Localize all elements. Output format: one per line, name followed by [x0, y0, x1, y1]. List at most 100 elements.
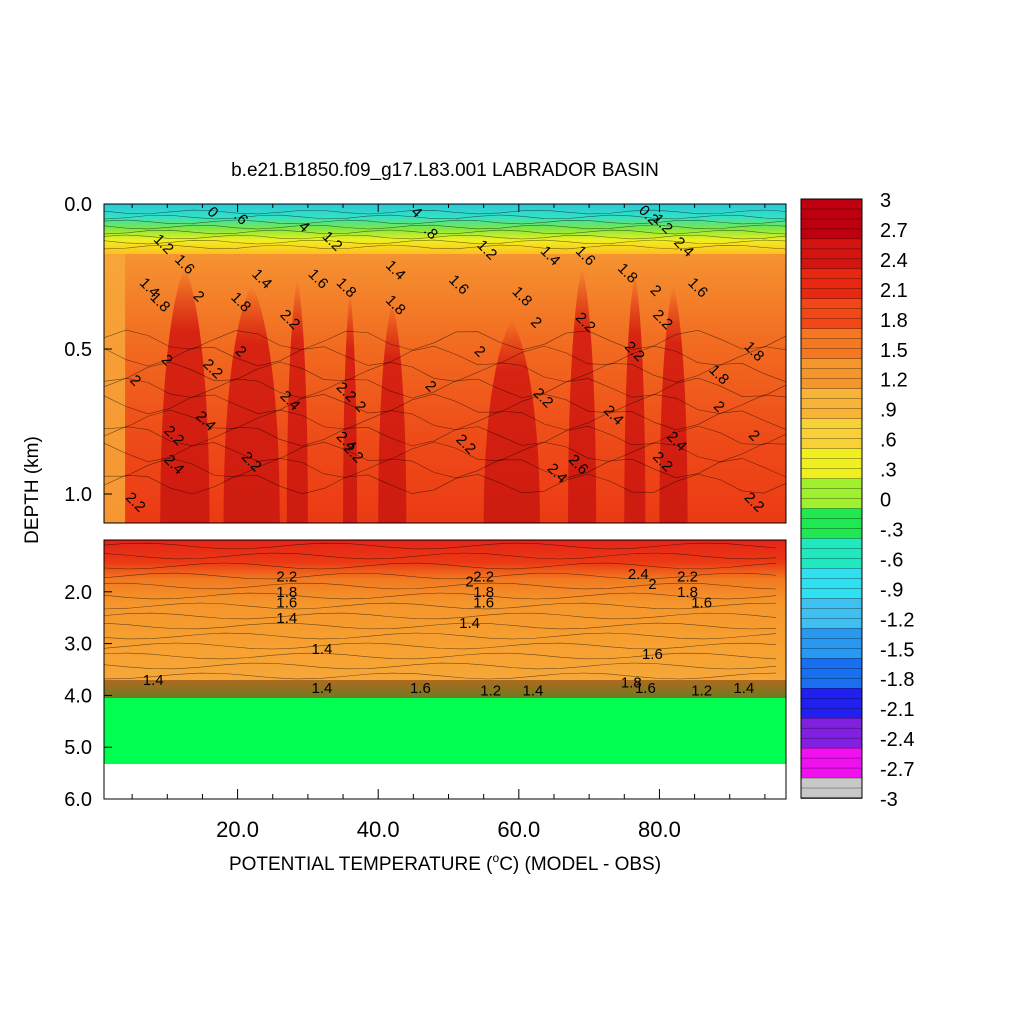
colorbar-label: 1.2 — [880, 370, 908, 392]
contour-label: 2.2 — [473, 568, 494, 585]
colorbar-frame — [800, 198, 863, 799]
colorbar-swatch — [800, 258, 863, 270]
contour-label: 1.2 — [691, 682, 712, 699]
colorbar-swatch — [800, 358, 863, 370]
contour-label: 1.2 — [480, 682, 501, 699]
contour-line — [104, 632, 777, 640]
colorbar-label: 2.1 — [880, 280, 908, 302]
contour-line — [104, 672, 777, 680]
colorbar-label: -.3 — [880, 519, 903, 541]
x-axis-label-part1: POTENTIAL TEMPERATURE ( — [229, 854, 493, 875]
contour-line — [104, 329, 786, 351]
y-tick-label: 0.5 — [64, 339, 92, 361]
colorbar-swatch — [800, 757, 863, 769]
lower-panel: 2.21.81.61.41.41.4 1.4 1.62.221.81.61.41.2… — [104, 540, 786, 800]
contour-label: 1.4 — [143, 672, 164, 689]
colorbar-swatch — [800, 298, 863, 310]
colorbar-swatch — [800, 458, 863, 470]
contour-line — [104, 441, 786, 463]
colorbar-swatch — [800, 708, 863, 719]
colorbar-swatch — [800, 598, 863, 610]
left-edge-band — [104, 244, 126, 523]
colorbar-swatch — [800, 468, 863, 480]
colorbar-swatch — [800, 278, 863, 290]
contour-line — [104, 393, 786, 415]
y-tick-label: 1.0 — [64, 484, 92, 506]
contour-line — [104, 409, 786, 431]
y-tick-label: 3.0 — [64, 634, 92, 656]
warm-plume — [223, 285, 280, 523]
colorbar-swatch — [800, 318, 863, 330]
colorbar-label: -1.8 — [880, 669, 914, 691]
no-data-region — [104, 764, 786, 800]
colorbar-swatch — [800, 737, 863, 749]
colorbar-swatch — [800, 568, 863, 580]
colorbar-swatch — [800, 448, 863, 460]
colorbar-label: -.9 — [880, 579, 903, 601]
warm-plume — [160, 267, 210, 523]
contour-label: 2.2 — [677, 568, 698, 585]
colorbar-swatch — [800, 688, 863, 699]
colorbar-label: -1.2 — [880, 609, 914, 631]
colorbar-swatch — [800, 698, 863, 709]
lower-panel-frame — [103, 539, 787, 800]
colorbar-swatch — [800, 638, 863, 649]
colorbar-swatch — [800, 378, 863, 390]
contour-line — [104, 572, 777, 580]
lower-contour-labels: 2.21.81.61.41.41.4 1.4 1.62.221.81.61.41.2… — [143, 566, 754, 700]
x-axis-label-part2: C) (MODEL - OBS) — [499, 854, 661, 875]
contour-line — [104, 361, 786, 383]
contour-label: 1.4 — [312, 641, 333, 658]
colorbar-swatch — [800, 658, 863, 669]
colorbar-label: 2.4 — [880, 250, 908, 272]
colorbar-swatch — [800, 498, 863, 510]
warm-plume — [483, 320, 540, 523]
colorbar-swatch — [800, 727, 863, 739]
colorbar-swatch — [800, 218, 863, 230]
colorbar-swatch — [800, 608, 863, 620]
contour-label: 1.6 — [691, 594, 712, 611]
lower-contours — [104, 542, 777, 680]
colorbar-swatch — [800, 478, 863, 490]
contour-label: 1.6 — [410, 680, 431, 697]
colorbar-swatch — [800, 338, 863, 350]
contour-label: 1.6 — [473, 594, 494, 611]
colorbar-label: 1.5 — [880, 340, 908, 362]
colorbar-label: 1.8 — [880, 310, 908, 332]
colorbar-label: -1.5 — [880, 639, 914, 661]
colorbar-swatch — [800, 208, 863, 220]
contour-label: 1.6 — [635, 680, 656, 697]
contour-label: 1.6 — [276, 594, 297, 611]
contour-line — [104, 582, 777, 590]
contour-label: 1.4 — [459, 615, 480, 632]
contour-label: 1.4 — [276, 610, 297, 627]
contour-label: 2.2 — [276, 568, 297, 585]
contour-line — [104, 377, 786, 399]
colorbar-label: -2.4 — [880, 729, 914, 751]
colorbar-swatch — [800, 198, 863, 210]
lower-panel-base — [104, 540, 786, 680]
contour-line — [104, 229, 786, 235]
colorbar-swatch — [800, 528, 863, 540]
contour-line — [104, 662, 777, 670]
contour-label: 1.8 — [621, 675, 642, 692]
colorbar-swatch — [800, 368, 863, 380]
colorbar-swatch — [800, 438, 863, 450]
colorbar-label: 3 — [880, 190, 891, 212]
contour-label: 1.6 — [642, 646, 663, 663]
colorbar-swatch — [800, 508, 863, 520]
surface-layer — [104, 204, 786, 254]
contour-line — [104, 214, 786, 220]
colorbar-swatch — [800, 558, 863, 570]
colorbar-swatch — [800, 747, 863, 759]
contour-line — [104, 652, 777, 660]
colorbar-swatch — [800, 288, 863, 300]
warm-plume — [624, 273, 646, 523]
colorbar-swatch — [800, 628, 863, 640]
contour-line — [104, 592, 777, 600]
colorbar-label: .3 — [880, 460, 897, 482]
contour-label: 1.4 — [733, 680, 754, 697]
colorbar-swatch — [800, 578, 863, 590]
colorbar-label: -.6 — [880, 549, 903, 571]
colorbar-swatch — [800, 787, 863, 799]
